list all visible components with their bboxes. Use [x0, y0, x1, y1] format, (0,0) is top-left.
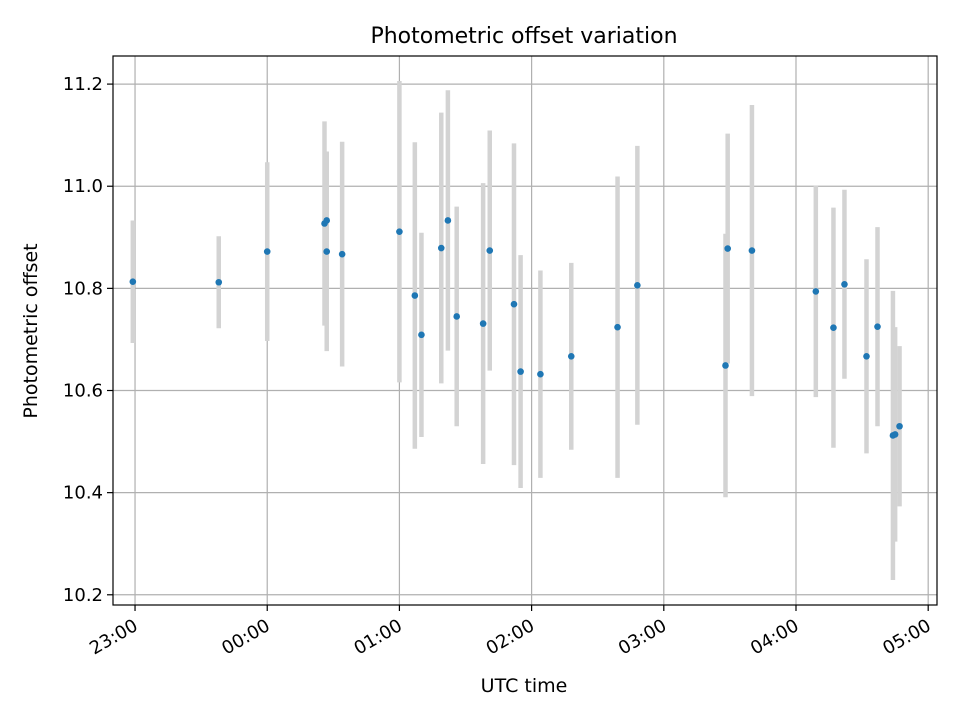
x-tick-label: 23:00 [86, 615, 141, 659]
data-point [537, 370, 544, 378]
x-axis-ticks: 23:00 00:00 01:00 02:00 03:00 04:00 05:00 [86, 605, 935, 659]
data-point [567, 352, 575, 360]
plot-frame [112, 55, 938, 606]
data-point [634, 282, 641, 289]
data-point [510, 300, 518, 308]
x-tick-label: 02:00 [483, 615, 538, 659]
y-axis-ticks: 10.2 10.4 10.6 10.8 11.0 11.2 [63, 74, 113, 606]
data-point [323, 248, 331, 255]
data-point [614, 323, 621, 331]
data-point [748, 247, 756, 254]
y-tick-label: 11.0 [63, 176, 103, 197]
data-point [486, 247, 494, 254]
data-point [896, 422, 903, 430]
data-point [263, 248, 271, 255]
data-point [517, 368, 524, 375]
y-axis-label: Photometric offset [20, 243, 42, 418]
x-tick-label: 03:00 [615, 615, 670, 659]
data-point [437, 244, 445, 252]
x-axis-label: UTC time [481, 675, 568, 697]
x-tick-label: 01:00 [350, 615, 405, 659]
y-tick-label: 10.4 [63, 483, 103, 504]
data-point [830, 324, 837, 331]
y-tick-label: 10.8 [63, 278, 103, 299]
data-point [891, 431, 899, 438]
x-tick-label: 05:00 [879, 615, 934, 659]
y-tick-label: 11.2 [63, 74, 103, 95]
data-point [444, 217, 452, 224]
data-points [129, 217, 903, 439]
data-point [863, 352, 870, 360]
data-point [411, 292, 419, 299]
error-bars [130, 81, 902, 580]
data-point [396, 228, 403, 235]
data-point [479, 320, 487, 327]
y-tick-label: 10.6 [63, 381, 103, 402]
data-point [841, 280, 848, 288]
data-point [812, 288, 820, 295]
data-point [129, 278, 137, 286]
data-point [724, 245, 731, 252]
y-tick-label: 10.2 [63, 585, 103, 606]
chart-title: Photometric offset variation [370, 24, 677, 49]
data-point [722, 362, 729, 369]
data-point [338, 250, 346, 258]
data-point [215, 278, 223, 286]
grid-lines [113, 56, 937, 605]
data-point [453, 313, 461, 320]
data-point [874, 323, 881, 330]
data-point [323, 217, 331, 224]
x-tick-label: 04:00 [747, 615, 802, 659]
x-tick-label: 00:00 [218, 615, 273, 659]
data-point [418, 331, 425, 339]
